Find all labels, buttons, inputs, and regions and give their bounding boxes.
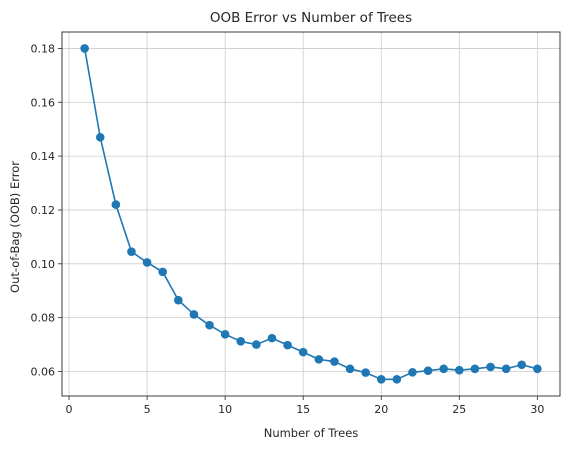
data-point [189, 310, 199, 319]
y-tick-label: 0.08 [31, 312, 56, 325]
data-point [158, 267, 167, 277]
y-tick-label: 0.18 [31, 42, 56, 55]
data-point [455, 365, 464, 375]
data-point [205, 320, 214, 330]
data-point [236, 337, 246, 346]
data-point [220, 330, 230, 339]
x-tick-label: 15 [296, 403, 310, 416]
x-axis-label: Number of Trees [264, 426, 359, 440]
data-point [80, 44, 89, 53]
data-point [283, 340, 292, 350]
data-point [330, 357, 339, 366]
x-tick-label: 20 [374, 403, 388, 416]
data-point [533, 364, 542, 374]
x-tick-label: 30 [530, 403, 544, 416]
data-point [345, 364, 355, 374]
data-point [517, 360, 527, 370]
y-axis-label: Out-of-Bag (OOB) Error [8, 161, 22, 293]
axis-ticks: 0 5 10 15 20 25 30 0.06 0.08 0.10 0.12 0.14 0.16 0.18 [31, 42, 545, 416]
data-point [392, 375, 402, 384]
y-tick-label: 0.16 [31, 96, 56, 109]
data-point [314, 355, 324, 364]
data-point [142, 258, 152, 267]
data-point [361, 368, 370, 377]
data-point [127, 247, 136, 256]
data-point [95, 132, 105, 142]
data-point [486, 362, 495, 372]
data-point [423, 366, 433, 375]
y-tick-label: 0.12 [31, 204, 56, 217]
x-tick-label: 25 [452, 403, 466, 416]
data-point [470, 364, 480, 374]
data-point [501, 364, 511, 374]
x-tick-label: 10 [218, 403, 232, 416]
grid-lines [62, 32, 560, 396]
data-point [174, 295, 183, 305]
data-point [439, 364, 449, 374]
y-tick-label: 0.14 [31, 150, 56, 163]
x-tick-label: 0 [66, 403, 73, 416]
data-point [267, 333, 277, 343]
data-point [252, 340, 261, 349]
y-tick-label: 0.06 [31, 366, 56, 379]
plot-frame [61, 31, 561, 397]
x-tick-label: 5 [144, 403, 151, 416]
chart-title: OOB Error vs Number of Trees [210, 10, 412, 26]
oob-error-line [83, 48, 538, 381]
data-point [298, 347, 308, 357]
data-point [111, 200, 121, 209]
data-point [376, 375, 386, 384]
data-points [80, 44, 542, 384]
data-point [408, 368, 417, 377]
y-tick-label: 0.10 [31, 258, 56, 271]
